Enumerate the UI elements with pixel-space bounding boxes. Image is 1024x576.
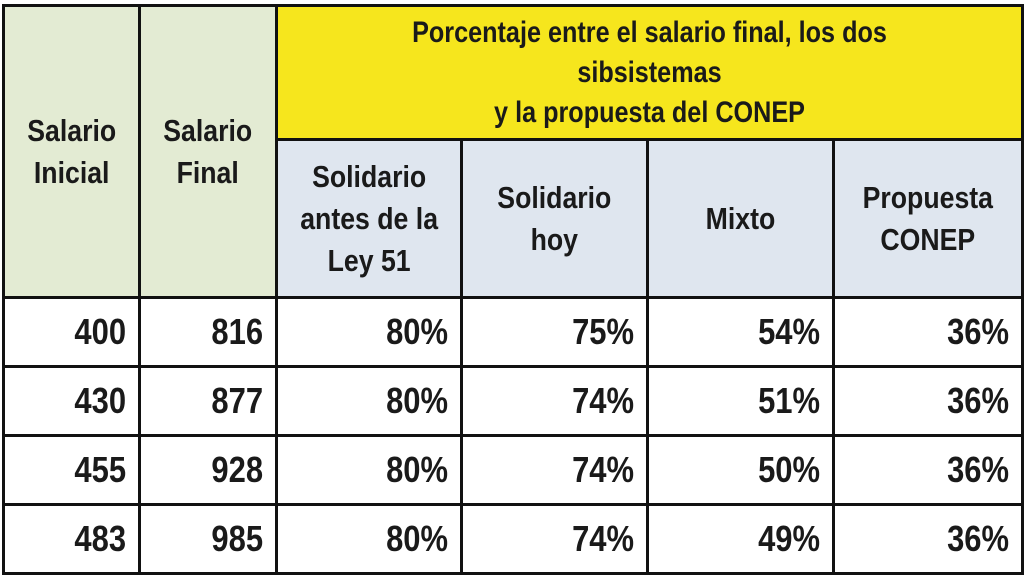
cell-salario-inicial: 483 [2,503,141,575]
header-group-title-line-2: y la propuesta del CONEP [494,95,805,129]
table-row: 455 928 80% 74% 50% 36% [2,434,1024,506]
salary-comparison-table: Salario Inicial Salario Final Porcentaje e… [2,4,1024,575]
cell-solidario-hoy: 75% [460,296,649,368]
cell-value: 80% [386,449,448,490]
cell-value: 50% [758,449,820,490]
cell-propuesta-conep: 36% [832,503,1024,575]
cell-value: 51% [758,380,820,421]
cell-salario-inicial: 455 [2,434,141,506]
header-salario-final: Salario Final [138,4,278,299]
cell-solidario-antes: 80% [275,296,463,368]
header-solidario-antes: Solidario antes de la Ley 51 [275,138,463,299]
cell-mixto: 49% [646,503,835,575]
cell-solidario-antes: 80% [275,365,463,437]
cell-value: 49% [758,518,820,559]
cell-value: 74% [572,380,634,421]
cell-salario-final: 877 [138,365,278,437]
table-row: 483 985 80% 74% 49% 36% [2,503,1024,575]
cell-value: 80% [386,518,448,559]
cell-salario-inicial: 430 [2,365,141,437]
header-solidario-hoy-line-1: Solidario [497,179,612,215]
cell-value: 430 [74,380,126,421]
header-salario-inicial: Salario Inicial [2,4,141,299]
cell-salario-final: 985 [138,503,278,575]
header-solidario-hoy-line-2: hoy [530,221,579,257]
cell-propuesta-conep: 36% [832,296,1024,368]
table-row: 400 816 80% 75% 54% 36% [2,296,1024,368]
cell-solidario-antes: 80% [275,503,463,575]
cell-value: 74% [572,449,634,490]
cell-mixto: 50% [646,434,835,506]
cell-value: 483 [74,518,126,559]
cell-value: 36% [947,380,1009,421]
cell-propuesta-conep: 36% [832,434,1024,506]
header-propuesta-conep-line-2: CONEP [880,221,976,257]
cell-value: 75% [572,311,634,352]
cell-value: 74% [572,518,634,559]
header-solidario-antes-line-2: antes de la [300,200,438,236]
cell-value: 928 [211,449,263,490]
cell-solidario-hoy: 74% [460,434,649,506]
cell-value: 54% [758,311,820,352]
cell-salario-final: 816 [138,296,278,368]
header-solidario-hoy: Solidario hoy [460,138,649,299]
cell-value: 36% [947,518,1009,559]
header-solidario-antes-line-3: Ley 51 [327,242,411,278]
cell-mixto: 54% [646,296,835,368]
header-mixto: Mixto [646,138,835,299]
cell-value: 80% [386,311,448,352]
header-salario-inicial-line-2: Inicial [33,154,110,190]
cell-value: 985 [211,518,263,559]
cell-value: 36% [947,449,1009,490]
cell-mixto: 51% [646,365,835,437]
cell-value: 455 [74,449,126,490]
header-salario-final-line-2: Final [176,154,240,190]
header-salario-inicial-line-1: Salario [27,112,116,148]
header-propuesta-conep: Propuesta CONEP [832,138,1024,299]
cell-salario-final: 928 [138,434,278,506]
header-solidario-antes-line-1: Solidario [311,158,427,194]
cell-solidario-hoy: 74% [460,365,649,437]
cell-propuesta-conep: 36% [832,365,1024,437]
cell-value: 80% [386,380,448,421]
header-salario-final-line-1: Salario [163,112,253,148]
cell-value: 877 [211,380,263,421]
header-mixto-line-1: Mixto [705,200,776,236]
cell-value: 400 [74,311,126,352]
header-propuesta-conep-line-1: Propuesta [862,179,994,215]
cell-solidario-antes: 80% [275,434,463,506]
cell-value: 36% [947,311,1009,352]
header-group-title-line-1: Porcentaje entre el salario final, los d… [412,15,887,89]
cell-solidario-hoy: 74% [460,503,649,575]
table-row: 430 877 80% 74% 51% 36% [2,365,1024,437]
cell-value: 816 [211,311,263,352]
cell-salario-inicial: 400 [2,296,141,368]
header-group-title: Porcentaje entre el salario final, los d… [275,4,1024,141]
